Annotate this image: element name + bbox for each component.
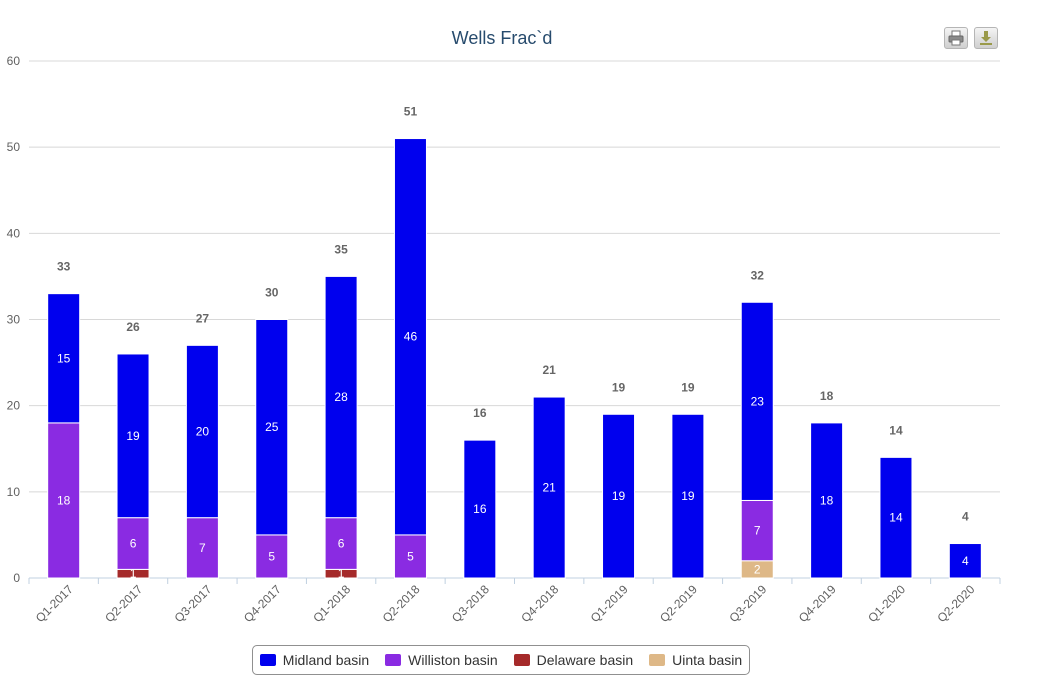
bar-segment[interactable]	[116, 353, 150, 519]
x-tick-label: Q4-2017	[241, 582, 284, 625]
bar-segment[interactable]	[948, 543, 982, 579]
legend-label: Uinta basin	[672, 652, 743, 668]
bar-value-label: 4	[962, 554, 969, 568]
print-button[interactable]	[944, 27, 968, 49]
x-tick-label: Q1-2019	[588, 582, 631, 625]
bar-total-label: 19	[612, 380, 626, 394]
legend-swatch	[385, 654, 402, 666]
bar-total-label: 35	[334, 242, 348, 256]
bar-segment[interactable]	[393, 534, 427, 579]
bar-value-label: 1	[130, 567, 137, 581]
bar-value-label: 20	[196, 425, 210, 439]
bar-value-label: 2	[754, 562, 761, 576]
legend-label: Midland basin	[282, 652, 370, 668]
bar-value-label: 1	[338, 567, 345, 581]
bar-value-label: 7	[754, 524, 761, 538]
bar-segment[interactable]	[463, 439, 497, 579]
x-tick-label: Q2-2020	[935, 582, 978, 625]
x-tick-label: Q2-2018	[380, 582, 423, 625]
bar-segment[interactable]	[740, 499, 774, 562]
bar-value-label: 28	[334, 390, 348, 404]
x-tick-label: Q1-2017	[33, 582, 76, 625]
legend-swatch	[259, 654, 276, 666]
bar-total-label: 51	[404, 105, 418, 119]
legend-item[interactable]: Delaware basin	[513, 652, 634, 668]
legend: Midland basin Williston basin Delaware bas…	[252, 645, 750, 675]
legend-item[interactable]: Uinta basin	[649, 652, 742, 668]
bar-segment[interactable]	[185, 344, 219, 519]
legend-label: Delaware basin	[536, 652, 634, 668]
bar-value-label: 16	[473, 502, 487, 516]
x-axis: Q1-2017 Q2-2017 Q3-2017 Q4-2017 Q1-2018 Q2-20…	[28, 578, 1001, 625]
bar-value-label: 5	[268, 549, 275, 563]
x-tick-label: Q3-2019	[726, 582, 769, 625]
x-tick-label: Q3-2018	[449, 582, 492, 625]
bar-value-label: 6	[338, 537, 345, 551]
bar-total-label: 4	[962, 510, 969, 524]
bar-segment[interactable]	[393, 138, 427, 536]
chart-title: Wells Frac`d	[452, 28, 553, 48]
gridlines	[29, 60, 1000, 579]
x-tick-label: Q2-2017	[102, 582, 145, 625]
x-tick-label: Q4-2019	[796, 582, 839, 625]
bar-value-label: 18	[820, 493, 834, 507]
bars: 1815331619267202752530162835546511616212…	[47, 105, 982, 581]
bar-segment[interactable]	[602, 413, 636, 579]
bar-segment[interactable]	[324, 275, 358, 519]
bar-total-label: 14	[889, 423, 903, 437]
bar-value-label: 21	[542, 481, 556, 495]
bar-value-label: 7	[199, 541, 206, 555]
legend-swatch	[513, 654, 530, 666]
y-tick-label: 20	[7, 399, 21, 413]
y-tick-label: 0	[13, 571, 20, 585]
x-tick-label: Q1-2018	[310, 582, 353, 625]
download-button[interactable]	[974, 27, 998, 49]
y-tick-label: 10	[7, 485, 21, 499]
bar-value-label: 19	[612, 489, 626, 503]
x-tick-label: Q3-2017	[172, 582, 215, 625]
legend-label: Williston basin	[408, 652, 498, 668]
bar-value-label: 18	[57, 493, 71, 507]
x-tick-label: Q4-2018	[518, 582, 561, 625]
bar-segment[interactable]	[255, 319, 289, 536]
bar-value-label: 19	[126, 429, 140, 443]
bar-value-label: 19	[681, 489, 695, 503]
x-tick-label: Q1-2020	[865, 582, 908, 625]
bar-segment[interactable]	[879, 456, 913, 579]
bar-segment[interactable]	[740, 301, 774, 501]
bar-total-label: 30	[265, 286, 279, 300]
legend-item[interactable]: Midland basin	[259, 652, 370, 668]
bar-value-label: 14	[889, 511, 903, 525]
x-tick-label: Q2-2019	[657, 582, 700, 625]
bar-segment[interactable]	[671, 413, 705, 579]
bar-total-label: 19	[681, 380, 695, 394]
bar-total-label: 26	[126, 320, 140, 334]
bar-total-label: 27	[196, 311, 210, 325]
bar-total-label: 16	[473, 406, 487, 420]
bar-segment[interactable]	[47, 293, 81, 424]
download-icon	[980, 31, 992, 45]
bar-total-label: 21	[542, 363, 556, 377]
legend-swatch	[649, 654, 666, 666]
bar-value-label: 15	[57, 351, 71, 365]
y-tick-label: 50	[7, 140, 21, 154]
y-tick-label: 30	[7, 313, 21, 327]
bar-segment[interactable]	[810, 422, 844, 579]
legend-item[interactable]: Williston basin	[385, 652, 498, 668]
y-tick-label: 60	[7, 54, 21, 68]
bar-segment[interactable]	[532, 396, 566, 579]
bar-value-label: 25	[265, 420, 279, 434]
bar-segment[interactable]	[47, 422, 81, 579]
bar-value-label: 46	[404, 330, 418, 344]
bar-total-label: 32	[751, 268, 765, 282]
y-axis: 0 10 20 30 40 50 60	[7, 54, 21, 585]
bar-value-label: 5	[407, 549, 414, 563]
bar-value-label: 6	[130, 537, 137, 551]
y-tick-label: 40	[7, 226, 21, 240]
bar-value-label: 23	[751, 394, 765, 408]
bar-total-label: 33	[57, 260, 71, 274]
printer-icon	[948, 30, 964, 46]
bar-total-label: 18	[820, 389, 834, 403]
